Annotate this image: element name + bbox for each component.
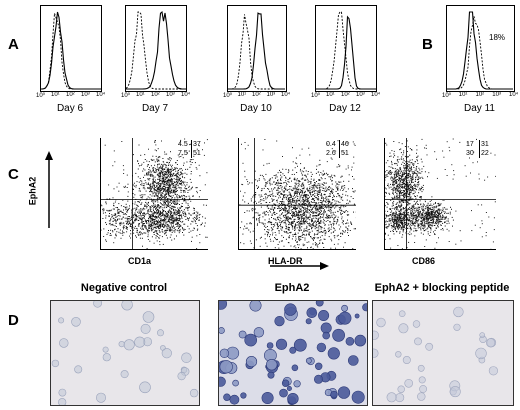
histogram-tick: 10⁰ [442, 93, 452, 99]
histogram-2 [125, 5, 187, 92]
histogram-1 [40, 5, 102, 92]
histogram-tick: 10³ [266, 92, 276, 98]
histogram-tick: 10⁴ [181, 92, 191, 98]
histogram-day-label: Day 10 [240, 103, 272, 114]
microscopy-image-2 [214, 297, 371, 406]
quadrant-value: 17 [466, 141, 474, 148]
panel-letter-c: C [8, 166, 19, 183]
histogram-tick: 10⁴ [509, 92, 519, 98]
solid-curve [41, 11, 101, 90]
quadrant-values: 4.5 37 7.5 51 [178, 140, 206, 158]
histogram-tick: 10¹ [458, 92, 468, 98]
histogram-percent: 18% [489, 33, 506, 42]
hla-dr-arrow-icon [270, 262, 329, 270]
histogram-4 [315, 5, 377, 92]
quadrant-value: 22 [479, 149, 494, 158]
solid-curve [316, 15, 376, 90]
quadrant-row: 4.5 37 [178, 140, 206, 149]
quadrant-value: 46 [339, 140, 354, 149]
quadrant-value: 31 [479, 140, 494, 149]
histogram-day-label: Day 12 [329, 103, 361, 114]
histogram-tick: 10⁰ [223, 93, 233, 99]
histogram-tick: 10¹ [136, 92, 145, 98]
dashed-curve [228, 14, 285, 90]
quadrant-value: 7.5 [178, 150, 188, 157]
quadrant-row: 7.5 51 [178, 149, 206, 158]
histogram-tick: 10³ [81, 92, 90, 98]
quadrant-values: 0.4 46 2.6 51 [326, 140, 354, 158]
quadrant-values: 17 31 30 22 [466, 140, 494, 158]
histogram-day-label: Day 11 [464, 103, 495, 114]
quadrant-value: 37 [191, 140, 206, 149]
quadrant-value: 4.5 [178, 141, 188, 148]
epha2-axis: EphA2 [27, 150, 54, 230]
microscopy-image-1 [50, 298, 200, 407]
quadrant-value: 0.4 [326, 141, 336, 148]
panel-letter-d: D [8, 312, 19, 329]
histogram-tick: 10⁰ [311, 93, 321, 99]
microscopy-title: EphA2 [274, 282, 310, 294]
quadrant-value: 51 [191, 149, 206, 158]
quadrant-value: 51 [339, 149, 354, 158]
histogram-tick: 10⁴ [281, 92, 291, 98]
histogram-tick: 10⁰ [36, 93, 46, 99]
microscopy-title: EphA2 + blocking peptide [374, 282, 510, 294]
histogram-tick: 10² [151, 92, 160, 98]
solid-curve [447, 11, 513, 90]
histogram-tick: 10² [252, 92, 261, 98]
epha2-arrow-icon [45, 151, 53, 228]
scatter-x-label: HLA-DR [268, 256, 303, 266]
histogram-tick: 10² [475, 92, 485, 98]
histogram-tick: 10² [341, 92, 350, 98]
solid-curve [126, 10, 186, 90]
histogram-day-label: Day 6 [56, 103, 84, 114]
quadrant-row: 2.6 51 [326, 149, 354, 158]
histogram-day-label: Day 7 [141, 103, 169, 114]
histogram-tick: 10³ [492, 92, 501, 98]
quadrant-row: 30 22 [466, 149, 494, 158]
histogram-5 [446, 5, 515, 92]
panel-letter-b: B [422, 36, 433, 53]
histogram-tick: 10⁰ [121, 93, 131, 99]
scatter-plot-2 [238, 138, 357, 251]
histogram-3 [227, 5, 287, 92]
microscopy-title: Negative control [80, 282, 168, 294]
dashed-curve [126, 11, 186, 90]
histogram-tick: 10² [66, 92, 75, 98]
epha2-y-label: EphA2 [27, 176, 38, 206]
quadrant-row: 17 31 [466, 140, 494, 149]
scatter-x-label: CD1a [128, 256, 152, 266]
scatter-plot-1 [100, 138, 208, 251]
scatter-x-label: CD86 [412, 256, 436, 266]
histogram-tick: 10¹ [51, 92, 60, 98]
scatter-plot-3 [384, 138, 497, 251]
histogram-tick: 10¹ [237, 92, 247, 98]
histogram-tick: 10³ [166, 92, 175, 98]
histogram-tick: 10³ [356, 92, 365, 98]
panel-letter-a: A [8, 36, 19, 53]
histogram-tick: 10⁴ [371, 92, 381, 98]
quadrant-row: 0.4 46 [326, 140, 354, 149]
solid-curve [228, 12, 285, 90]
quadrant-value: 2.6 [326, 150, 336, 157]
quadrant-value: 30 [466, 150, 474, 157]
histogram-tick: 10¹ [326, 92, 335, 98]
microscopy-image-3 [369, 300, 514, 406]
histogram-tick: 10⁴ [96, 92, 106, 98]
